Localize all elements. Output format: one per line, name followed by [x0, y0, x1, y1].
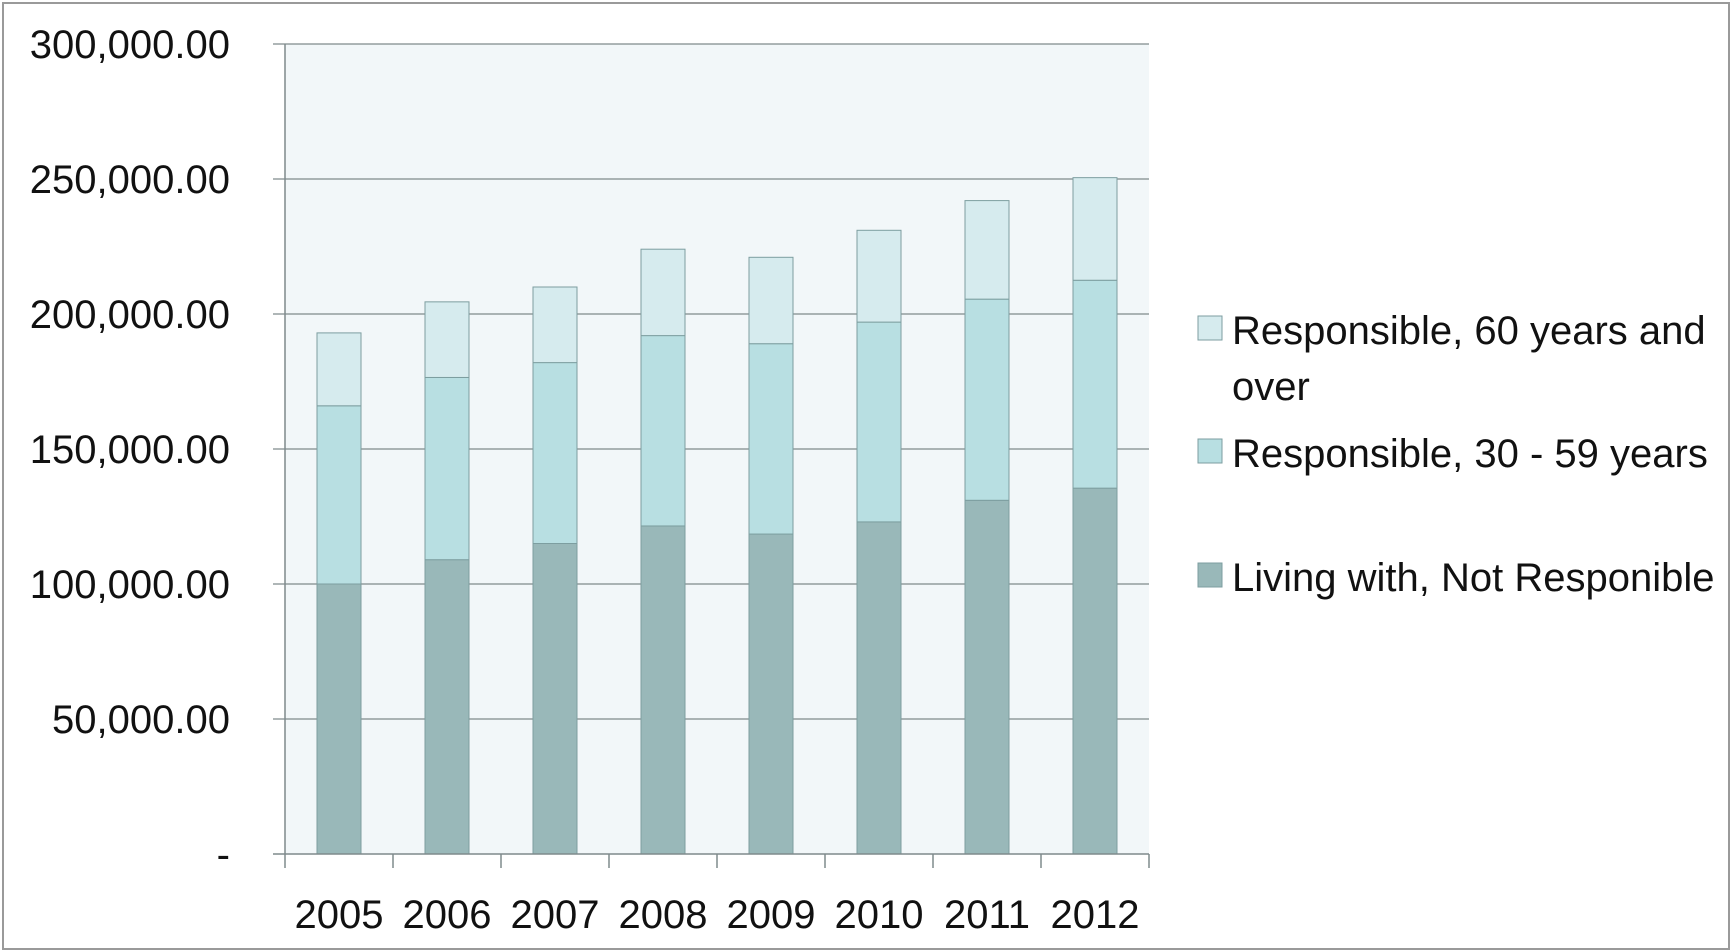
legend-swatch: [1197, 438, 1223, 464]
bar-segment-2009-series-1: [748, 343, 794, 535]
x-tick-label: 2011: [944, 893, 1030, 937]
y-tick-label: 300,000.00: [30, 23, 230, 67]
x-tick-label: 2007: [511, 893, 600, 937]
x-tick-labels: 2005 2006 2007 2008 2009 2010 2011 2012: [295, 893, 1140, 937]
bar-segment-2007-series-2: [532, 286, 578, 364]
legend-label: Responsible, 30 - 59 years: [1232, 432, 1708, 476]
y-tick-label: 200,000.00: [30, 293, 230, 337]
bar-segment-2010-series-2: [856, 229, 902, 323]
bar-segment-2006-series-2: [424, 301, 470, 378]
y-tick-label: 250,000.00: [30, 158, 230, 202]
y-tick-label: -: [217, 833, 230, 877]
bar-segment-2005-series-1: [316, 405, 362, 585]
bar-segment-2012-series-2: [1072, 177, 1118, 281]
bar-segment-2011-series-1: [964, 298, 1010, 501]
bar-segment-2006-series-0: [424, 559, 470, 855]
axes: [273, 44, 1150, 868]
bar-segment-2009-series-2: [748, 256, 794, 345]
legend-swatch: [1197, 315, 1223, 341]
x-tick-label: 2010: [835, 893, 924, 937]
legend-label: Responsible, 60 years and over: [1232, 309, 1706, 409]
bar-segment-2011-series-0: [964, 499, 1010, 855]
bar-segment-2008-series-2: [640, 248, 686, 337]
bar-segment-2008-series-1: [640, 335, 686, 527]
x-tick-label: 2012: [1051, 893, 1140, 937]
y-tick-labels: - 50,000.00 100,000.00 150,000.00 200,000.00…: [30, 23, 230, 877]
y-tick-label: 50,000.00: [52, 698, 230, 742]
legend: Responsible, 60 years and over Responsible…: [1197, 309, 1714, 600]
bar-segment-2006-series-1: [424, 376, 470, 561]
bar-segment-2011-series-2: [964, 200, 1010, 300]
bar-segment-2012-series-0: [1072, 487, 1118, 855]
bar-segment-2007-series-1: [532, 362, 578, 544]
bar-segment-2005-series-2: [316, 332, 362, 407]
bar-segment-2005-series-0: [316, 583, 362, 855]
legend-swatch: [1197, 562, 1223, 588]
bar-segment-2009-series-0: [748, 533, 794, 855]
bar-segment-2010-series-0: [856, 521, 902, 855]
y-tick-label: 100,000.00: [30, 563, 230, 607]
x-tick-label: 2009: [727, 893, 816, 937]
x-tick-label: 2005: [295, 893, 384, 937]
bar-segment-2010-series-1: [856, 321, 902, 523]
bars: [316, 177, 1118, 855]
bar-segment-2008-series-0: [640, 525, 686, 855]
bar-segment-2007-series-0: [532, 543, 578, 855]
x-tick-label: 2006: [403, 893, 492, 937]
x-tick-label: 2008: [619, 893, 708, 937]
bar-segment-2012-series-1: [1072, 279, 1118, 489]
y-tick-label: 150,000.00: [30, 428, 230, 472]
legend-label: Living with, Not Responible: [1232, 556, 1714, 600]
